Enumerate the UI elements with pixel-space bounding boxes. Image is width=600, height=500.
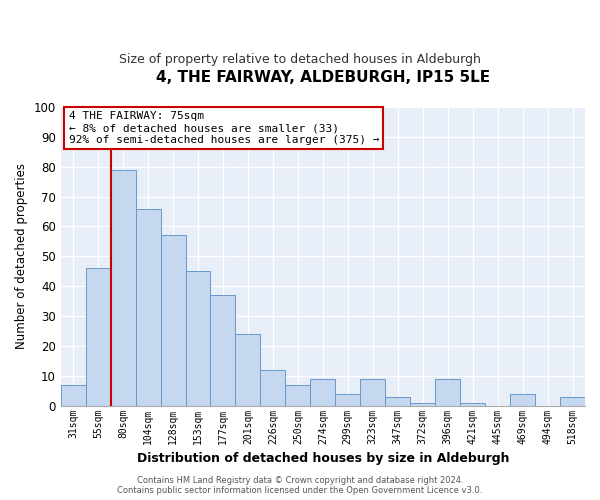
Bar <box>161 236 185 406</box>
Text: Contains HM Land Registry data © Crown copyright and database right 2024.
Contai: Contains HM Land Registry data © Crown c… <box>118 476 482 495</box>
Text: Size of property relative to detached houses in Aldeburgh: Size of property relative to detached ho… <box>119 52 481 66</box>
Y-axis label: Number of detached properties: Number of detached properties <box>15 164 28 350</box>
Bar <box>185 272 211 406</box>
Bar <box>560 396 585 406</box>
Bar <box>136 208 161 406</box>
Bar <box>510 394 535 406</box>
Bar <box>86 268 110 406</box>
Bar <box>286 384 310 406</box>
Bar <box>61 384 86 406</box>
Bar <box>235 334 260 406</box>
Bar <box>360 379 385 406</box>
Title: 4, THE FAIRWAY, ALDEBURGH, IP15 5LE: 4, THE FAIRWAY, ALDEBURGH, IP15 5LE <box>156 70 490 85</box>
Text: 4 THE FAIRWAY: 75sqm
← 8% of detached houses are smaller (33)
92% of semi-detach: 4 THE FAIRWAY: 75sqm ← 8% of detached ho… <box>68 112 379 144</box>
Bar <box>460 402 485 406</box>
X-axis label: Distribution of detached houses by size in Aldeburgh: Distribution of detached houses by size … <box>137 452 509 465</box>
Bar <box>435 379 460 406</box>
Bar <box>410 402 435 406</box>
Bar <box>260 370 286 406</box>
Bar <box>110 170 136 406</box>
Bar <box>335 394 360 406</box>
Bar <box>310 379 335 406</box>
Bar <box>211 295 235 406</box>
Bar <box>385 396 410 406</box>
